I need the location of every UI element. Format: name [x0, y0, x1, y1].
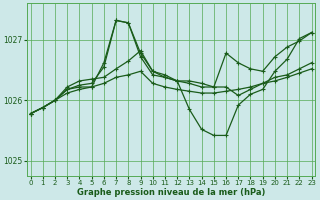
- X-axis label: Graphe pression niveau de la mer (hPa): Graphe pression niveau de la mer (hPa): [77, 188, 265, 197]
